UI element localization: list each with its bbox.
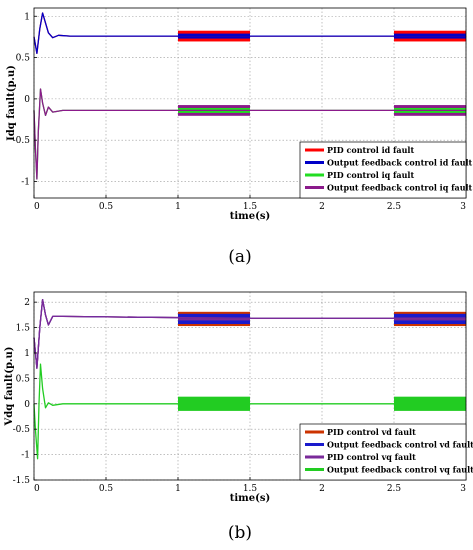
- y-tick-label: -0.5: [13, 136, 31, 146]
- x-tick-label: 0: [34, 202, 40, 212]
- x-tick-label: 1: [175, 202, 181, 212]
- legend-entry-2: Output feedback control vd fault: [327, 440, 473, 450]
- fault-band-3-window-1: [178, 317, 250, 321]
- legend-box: [299, 423, 467, 481]
- legend-entry-1: PID control vd fault: [327, 427, 416, 437]
- y-tick-label: -1: [21, 451, 30, 461]
- figure-caption: (b): [228, 523, 252, 543]
- x-axis-label: time(s): [230, 493, 270, 504]
- y-tick-label: 0: [24, 95, 30, 105]
- legend: PID control id fault Output feedback cont…: [299, 141, 473, 199]
- legend-box: [299, 141, 467, 199]
- legend-entry-3: PID control iq fault: [327, 170, 414, 180]
- series-line-4: [33, 363, 466, 460]
- series-line-4: [33, 88, 466, 180]
- x-tick-label: 1.5: [243, 484, 258, 494]
- chart-panel-b: 0 0.5 1 1.5 2 2.5 3 -1.5 -1 -0.5 0 0.5 1 1.5 2 time(s) V…: [4, 291, 473, 543]
- chart-panel-a: 0 0.5 1 1.5 2 2.5 3 -1 -0.5 0 0.5 1 time(s) Idq fault…: [6, 7, 473, 267]
- y-tick-label: 2: [24, 298, 30, 308]
- y-tick-label: 1: [24, 12, 30, 22]
- y-tick-label: 0.5: [16, 374, 31, 384]
- y-tick-label: -0.5: [13, 425, 31, 435]
- x-tick-label: 2.5: [387, 202, 402, 212]
- legend-entry-3: PID control vq fault: [327, 452, 416, 462]
- y-tick-label: 0.5: [16, 54, 31, 64]
- legend-entry-2: Output feedback control id fault: [327, 158, 473, 168]
- series-line-3: [33, 298, 467, 369]
- y-tick-label: 0: [24, 400, 30, 410]
- y-axis-label: Idq fault(p.u): [6, 65, 17, 141]
- x-axis-label: time(s): [230, 211, 270, 222]
- legend: PID control vd fault Output feedback cont…: [299, 423, 473, 481]
- y-tick-label: 1.5: [16, 324, 31, 334]
- figure-caption: (a): [228, 247, 251, 267]
- x-tick-label: 2: [319, 484, 325, 494]
- x-tick-label: 3: [460, 484, 466, 494]
- series-line-2: [33, 12, 466, 55]
- y-axis-label: Vdq fault(p.u): [4, 347, 15, 427]
- x-tick-label: 1: [175, 484, 181, 494]
- x-tick-label: 1.5: [243, 202, 258, 212]
- x-tick-label: 0.5: [99, 202, 114, 212]
- y-tick-label: -1.5: [13, 476, 31, 486]
- x-tick-label: 3: [460, 202, 466, 212]
- x-tick-label: 0.5: [99, 484, 114, 494]
- x-tick-label: 2.5: [387, 484, 402, 494]
- y-tick-label: -1: [21, 177, 30, 187]
- y-tick-label: 1: [24, 349, 30, 359]
- legend-entry-4: Output feedback control vq fault: [327, 465, 473, 475]
- x-tick-label: 0: [34, 484, 40, 494]
- legend-entry-4: Output feedback control iq fault: [327, 183, 473, 193]
- x-tick-label: 2: [319, 202, 325, 212]
- legend-entry-1: PID control id fault: [327, 145, 414, 155]
